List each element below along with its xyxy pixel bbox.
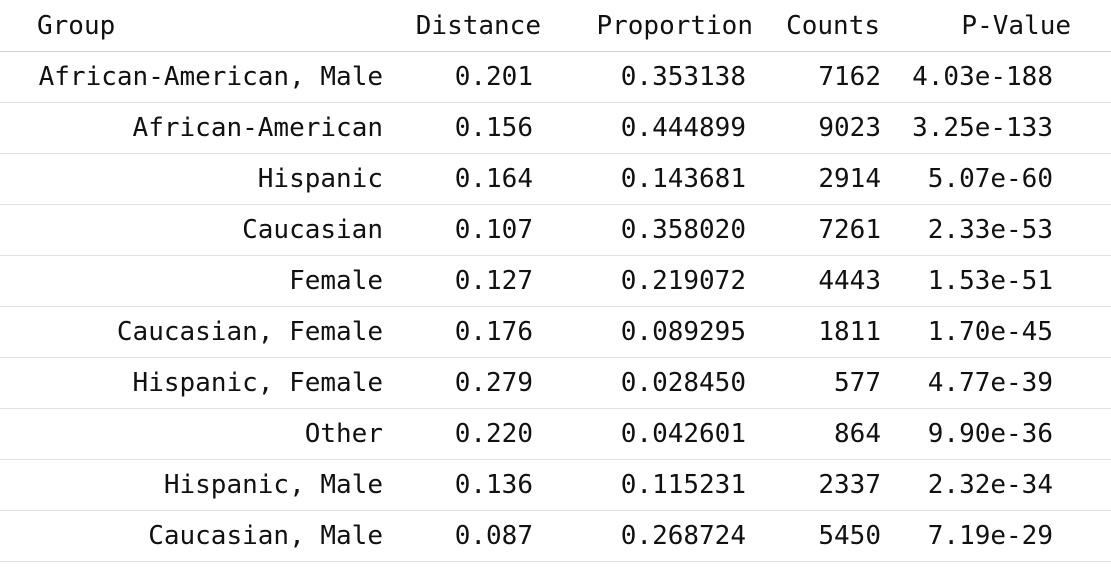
cell-distance: 0.176	[392, 306, 547, 358]
cell-proportion: 0.353138	[547, 51, 759, 103]
cell-group: African-American	[0, 102, 392, 154]
header-row: Group Distance Proportion Counts P-Value	[0, 1, 1111, 52]
table-body: African-American, Male 0.201 0.353138 71…	[0, 51, 1111, 562]
cell-proportion: 0.268724	[547, 510, 759, 562]
cell-pvalue: 7.19e-29	[890, 510, 1111, 562]
cell-proportion: 0.444899	[547, 102, 759, 154]
cell-counts: 5450	[759, 510, 890, 562]
column-header-distance: Distance	[392, 1, 547, 52]
column-header-pvalue: P-Value	[890, 1, 1111, 52]
table-row: Hispanic 0.164 0.143681 2914 5.07e-60	[0, 153, 1111, 205]
cell-proportion: 0.089295	[547, 306, 759, 358]
cell-pvalue: 3.25e-133	[890, 102, 1111, 154]
table-row: Caucasian, Male 0.087 0.268724 5450 7.19…	[0, 510, 1111, 562]
cell-counts: 9023	[759, 102, 890, 154]
cell-counts: 577	[759, 357, 890, 409]
table-row: Hispanic, Male 0.136 0.115231 2337 2.32e…	[0, 459, 1111, 511]
cell-group: Caucasian	[0, 204, 392, 256]
cell-distance: 0.127	[392, 255, 547, 307]
column-header-proportion: Proportion	[547, 1, 759, 52]
cell-counts: 864	[759, 408, 890, 460]
table-row: Female 0.127 0.219072 4443 1.53e-51	[0, 255, 1111, 307]
cell-distance: 0.156	[392, 102, 547, 154]
cell-group: Hispanic	[0, 153, 392, 205]
table-row: Other 0.220 0.042601 864 9.90e-36	[0, 408, 1111, 460]
table-row: Hispanic, Female 0.279 0.028450 577 4.77…	[0, 357, 1111, 409]
cell-group: Hispanic, Male	[0, 459, 392, 511]
cell-counts: 7261	[759, 204, 890, 256]
cell-counts: 1811	[759, 306, 890, 358]
cell-proportion: 0.115231	[547, 459, 759, 511]
cell-distance: 0.201	[392, 51, 547, 103]
cell-counts: 7162	[759, 51, 890, 103]
cell-group: Caucasian, Male	[0, 510, 392, 562]
cell-pvalue: 1.53e-51	[890, 255, 1111, 307]
cell-proportion: 0.028450	[547, 357, 759, 409]
cell-distance: 0.136	[392, 459, 547, 511]
cell-proportion: 0.358020	[547, 204, 759, 256]
cell-proportion: 0.042601	[547, 408, 759, 460]
cell-group: African-American, Male	[0, 51, 392, 103]
cell-counts: 2337	[759, 459, 890, 511]
cell-group: Other	[0, 408, 392, 460]
table-row: Caucasian 0.107 0.358020 7261 2.33e-53	[0, 204, 1111, 256]
cell-counts: 2914	[759, 153, 890, 205]
cell-pvalue: 2.32e-34	[890, 459, 1111, 511]
cell-pvalue: 4.03e-188	[890, 51, 1111, 103]
cell-distance: 0.279	[392, 357, 547, 409]
cell-counts: 4443	[759, 255, 890, 307]
cell-group: Female	[0, 255, 392, 307]
cell-proportion: 0.219072	[547, 255, 759, 307]
cell-pvalue: 9.90e-36	[890, 408, 1111, 460]
cell-group: Hispanic, Female	[0, 357, 392, 409]
column-header-counts: Counts	[759, 1, 890, 52]
table-header: Group Distance Proportion Counts P-Value	[0, 1, 1111, 52]
column-header-group: Group	[0, 1, 392, 52]
table-row: African-American, Male 0.201 0.353138 71…	[0, 51, 1111, 103]
cell-distance: 0.107	[392, 204, 547, 256]
cell-pvalue: 1.70e-45	[890, 306, 1111, 358]
cell-pvalue: 2.33e-53	[890, 204, 1111, 256]
cell-distance: 0.087	[392, 510, 547, 562]
cell-distance: 0.220	[392, 408, 547, 460]
cell-group: Caucasian, Female	[0, 306, 392, 358]
cell-pvalue: 5.07e-60	[890, 153, 1111, 205]
table-row: Caucasian, Female 0.176 0.089295 1811 1.…	[0, 306, 1111, 358]
table-row: African-American 0.156 0.444899 9023 3.2…	[0, 102, 1111, 154]
cell-pvalue: 4.77e-39	[890, 357, 1111, 409]
cell-distance: 0.164	[392, 153, 547, 205]
cell-proportion: 0.143681	[547, 153, 759, 205]
